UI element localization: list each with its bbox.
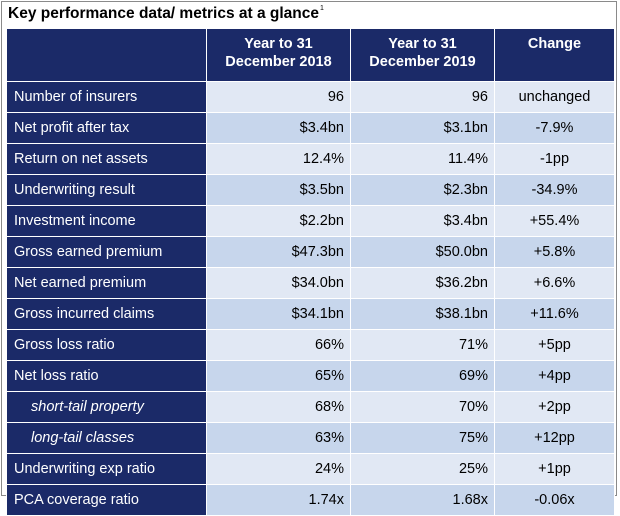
metric-label: short-tail property [6,391,207,423]
value-2019: $3.1bn [350,112,495,144]
value-2018: 63% [206,422,351,454]
value-2018: 12.4% [206,143,351,175]
metrics-table: Year to 31 December 2018 Year to 31 Decemb… [6,28,615,516]
value-change: +5pp [494,329,615,361]
value-2019: 70% [350,391,495,423]
table-row: Net profit after tax $3.4bn $3.1bn -7.9% [6,112,615,144]
table-row: Investment income $2.2bn $3.4bn +55.4% [6,205,615,237]
value-change: +4pp [494,360,615,392]
value-2019: 96 [350,81,495,113]
value-2019: $36.2bn [350,267,495,299]
value-2018: 96 [206,81,351,113]
table-row: Net loss ratio 65% 69% +4pp [6,360,615,392]
metric-label: Investment income [6,205,207,237]
header-change: Change [494,28,615,82]
value-2019: $50.0bn [350,236,495,268]
value-2019: $2.3bn [350,174,495,206]
header-row: Year to 31 December 2018 Year to 31 Decemb… [6,28,615,82]
metric-label: Number of insurers [6,81,207,113]
value-change: +1pp [494,453,615,485]
table-row: Underwriting exp ratio 24% 25% +1pp [6,453,615,485]
value-2019: 1.68x [350,484,495,516]
title-footnote: 1 [320,5,324,12]
value-change: +5.8% [494,236,615,268]
value-2019: $3.4bn [350,205,495,237]
table-row: Underwriting result $3.5bn $2.3bn -34.9% [6,174,615,206]
table-body: Number of insurers 96 96 unchanged Net profi… [6,81,615,516]
metric-label: Gross incurred claims [6,298,207,330]
metric-label: Net loss ratio [6,360,207,392]
value-change: -1pp [494,143,615,175]
metric-label: Gross earned premium [6,236,207,268]
value-change: +11.6% [494,298,615,330]
value-change: +12pp [494,422,615,454]
value-2019: 11.4% [350,143,495,175]
value-2019: $38.1bn [350,298,495,330]
value-2018: 68% [206,391,351,423]
value-2018: 65% [206,360,351,392]
table-row: long-tail classes 63% 75% +12pp [6,422,615,454]
metric-label: Net profit after tax [6,112,207,144]
value-2018: $34.0bn [206,267,351,299]
metric-label: Net earned premium [6,267,207,299]
title-text: Key performance data/ metrics at a glanc… [8,5,319,22]
value-change: -7.9% [494,112,615,144]
value-2019: 71% [350,329,495,361]
value-2018: 24% [206,453,351,485]
table-row: Number of insurers 96 96 unchanged [6,81,615,113]
table-row: Gross earned premium $47.3bn $50.0bn +5.8% [6,236,615,268]
value-change: -0.06x [494,484,615,516]
table-row: Gross incurred claims $34.1bn $38.1bn +11.6… [6,298,615,330]
metric-label: Return on net assets [6,143,207,175]
value-2019: 69% [350,360,495,392]
metric-label: Gross loss ratio [6,329,207,361]
metric-label: Underwriting result [6,174,207,206]
metric-label: Underwriting exp ratio [6,453,207,485]
table-row: short-tail property 68% 70% +2pp [6,391,615,423]
table-title: Key performance data/ metrics at a glanc… [8,5,324,23]
table-row: PCA coverage ratio 1.74x 1.68x -0.06x [6,484,615,516]
value-change: +2pp [494,391,615,423]
value-2018: 1.74x [206,484,351,516]
table-row: Net earned premium $34.0bn $36.2bn +6.6% [6,267,615,299]
value-change: unchanged [494,81,615,113]
value-2018: $3.5bn [206,174,351,206]
value-2018: $47.3bn [206,236,351,268]
value-2019: 75% [350,422,495,454]
value-2018: $3.4bn [206,112,351,144]
value-change: +6.6% [494,267,615,299]
table-row: Return on net assets 12.4% 11.4% -1pp [6,143,615,175]
value-change: +55.4% [494,205,615,237]
header-2019: Year to 31 December 2019 [350,28,495,82]
value-2018: $2.2bn [206,205,351,237]
table-row: Gross loss ratio 66% 71% +5pp [6,329,615,361]
value-change: -34.9% [494,174,615,206]
metric-label: PCA coverage ratio [6,484,207,516]
value-2018: 66% [206,329,351,361]
header-metric [6,28,207,82]
value-2018: $34.1bn [206,298,351,330]
value-2019: 25% [350,453,495,485]
header-2018: Year to 31 December 2018 [206,28,351,82]
metric-label: long-tail classes [6,422,207,454]
